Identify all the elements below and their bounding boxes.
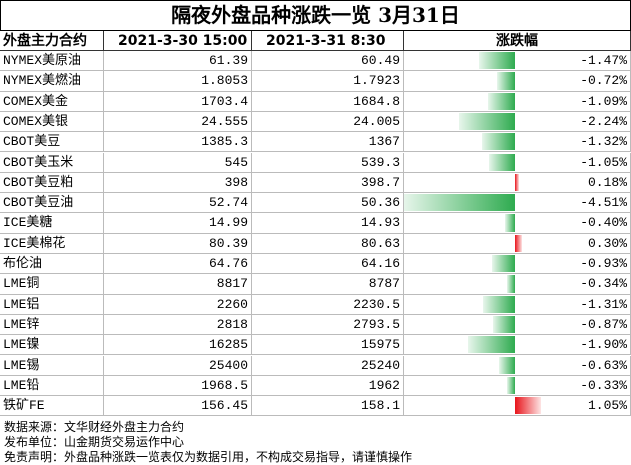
row-value: 0.18% — [404, 172, 631, 194]
change-bar — [505, 214, 515, 232]
row-name: LME锡 — [0, 355, 104, 376]
row-value: -0.93% — [404, 254, 631, 275]
row-value: 14.93 — [252, 213, 404, 234]
row-name: LME锌 — [0, 314, 104, 336]
footer-line: 免责声明：外盘品种涨跌一览表仅为数据引用，不构成交易指导，请谨慎操作 — [4, 450, 413, 465]
header-cell: 2021-3-30 15:00 — [104, 31, 252, 51]
row-value: -1.47% — [404, 51, 631, 72]
row-value: 1.05% — [404, 396, 631, 417]
row-value: 15975 — [252, 335, 404, 356]
row-value: 14.99 — [104, 213, 252, 234]
change-bar — [459, 112, 515, 131]
row-name: 布伦油 — [0, 254, 104, 275]
row-value: 158.1 — [252, 396, 404, 417]
header-cell: 2021-3-31 8:30 — [252, 31, 404, 51]
row-value: -0.34% — [404, 274, 631, 295]
row-value: -1.09% — [404, 91, 631, 112]
row-value: -0.63% — [404, 355, 631, 376]
change-bar — [478, 52, 515, 70]
row-name: CBOT美豆油 — [0, 193, 104, 214]
row-value: 60.49 — [252, 51, 404, 72]
change-bar — [515, 234, 523, 252]
row-value: -1.90% — [404, 335, 631, 356]
row-name: LME铜 — [0, 274, 104, 295]
change-bar — [403, 194, 515, 212]
row-value: 2818 — [104, 314, 252, 336]
footer-line: 数据来源：文华财经外盘主力合约 — [4, 420, 185, 435]
change-bar — [515, 397, 542, 415]
row-value: 64.16 — [252, 254, 404, 275]
row-value: 1.8053 — [104, 71, 252, 92]
row-name: NYMEX美原油 — [0, 51, 104, 72]
change-bar — [506, 376, 515, 395]
row-name: 铁矿FE — [0, 396, 104, 417]
row-value: 52.74 — [104, 193, 252, 214]
row-value: 398 — [104, 172, 252, 194]
change-bar — [515, 173, 520, 192]
row-value: 2260 — [104, 294, 252, 315]
row-name: COMEX美金 — [0, 91, 104, 112]
row-value: 25400 — [104, 355, 252, 376]
change-bar — [493, 315, 515, 334]
row-name: CBOT美豆 — [0, 132, 104, 153]
row-value: 156.45 — [104, 396, 252, 417]
row-value: 2793.5 — [252, 314, 404, 336]
row-value: -0.33% — [404, 375, 631, 397]
change-bar — [482, 295, 515, 313]
row-name: LME铅 — [0, 375, 104, 397]
row-name: LME铝 — [0, 294, 104, 315]
row-value: -2.24% — [404, 111, 631, 133]
row-value: -0.72% — [404, 71, 631, 92]
row-name: CBOT美豆粕 — [0, 172, 104, 194]
row-value: 24.005 — [252, 111, 404, 133]
row-value: 24.555 — [104, 111, 252, 133]
row-name: ICE美棉花 — [0, 233, 104, 254]
row-name: ICE美糖 — [0, 213, 104, 234]
change-bar — [482, 133, 515, 151]
row-value: -1.05% — [404, 152, 631, 173]
row-value: 1684.8 — [252, 91, 404, 112]
row-value: 1.7923 — [252, 71, 404, 92]
row-value: 1962 — [252, 375, 404, 397]
row-value: 50.36 — [252, 193, 404, 214]
header-cell: 外盘主力合约 — [0, 31, 104, 51]
row-value: 1367 — [252, 132, 404, 153]
row-value: 398.7 — [252, 172, 404, 194]
change-bar — [488, 153, 515, 171]
row-value: 1703.4 — [104, 91, 252, 112]
row-name: CBOT美玉米 — [0, 152, 104, 173]
change-bar — [487, 92, 515, 110]
row-name: NYMEX美燃油 — [0, 71, 104, 92]
header-cell: 涨跌幅 — [404, 31, 631, 51]
row-value: 539.3 — [252, 152, 404, 173]
row-value: 545 — [104, 152, 252, 173]
row-value: 8817 — [104, 274, 252, 295]
row-value: -0.40% — [404, 213, 631, 234]
change-bar — [497, 72, 515, 90]
row-value: -0.87% — [404, 314, 631, 336]
row-name: LME镍 — [0, 335, 104, 356]
row-value: 16285 — [104, 335, 252, 356]
change-bar — [491, 255, 515, 273]
row-value: -1.31% — [404, 294, 631, 315]
row-value: 80.39 — [104, 233, 252, 254]
row-value: 80.63 — [252, 233, 404, 254]
row-name: COMEX美银 — [0, 111, 104, 133]
row-value: 1385.3 — [104, 132, 252, 153]
change-bar — [506, 275, 515, 293]
row-value: -1.32% — [404, 132, 631, 153]
row-value: 64.76 — [104, 254, 252, 275]
row-value: -4.51% — [404, 193, 631, 214]
footer-line: 发布单位：山金期货交易运作中心 — [4, 435, 185, 450]
change-bar — [499, 356, 515, 374]
row-value: 2230.5 — [252, 294, 404, 315]
title: 隔夜外盘品种涨跌一览 3月31日 — [0, 0, 631, 31]
row-value: 61.39 — [104, 51, 252, 72]
row-value: 0.30% — [404, 233, 631, 254]
row-value: 8787 — [252, 274, 404, 295]
row-value: 25240 — [252, 355, 404, 376]
change-bar — [467, 336, 515, 354]
row-value: 1968.5 — [104, 375, 252, 397]
